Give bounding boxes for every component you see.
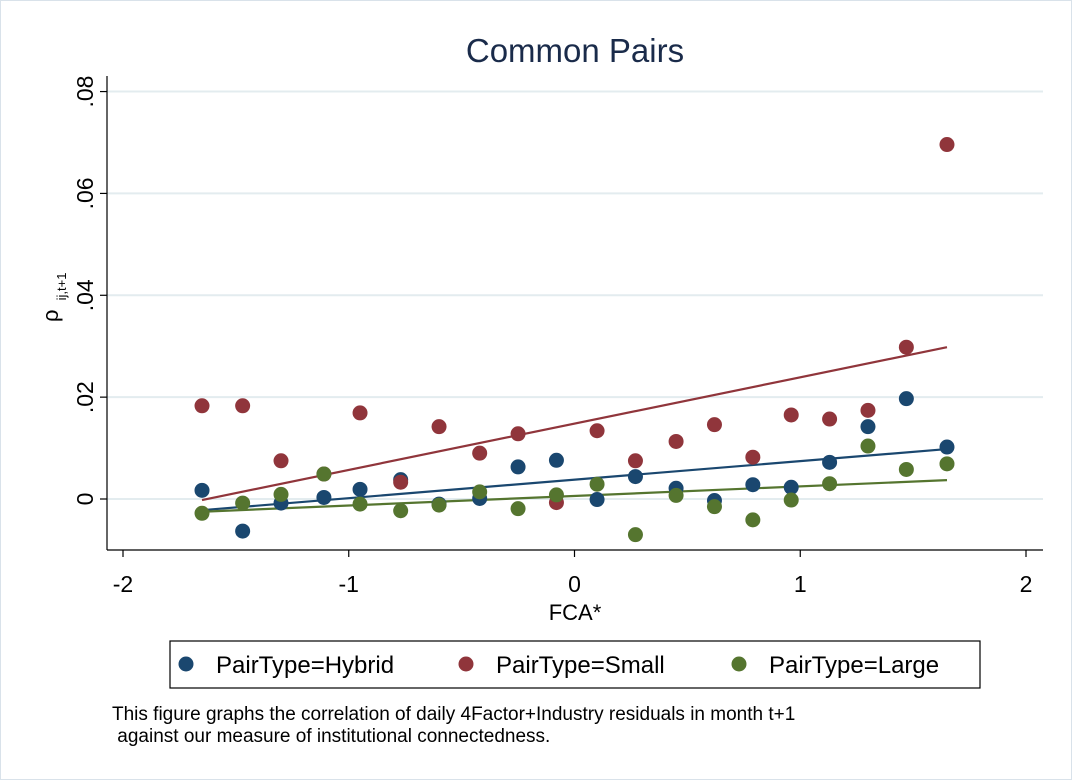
legend-label: PairType=Large xyxy=(769,652,939,679)
data-points xyxy=(194,137,955,543)
data-point xyxy=(860,402,876,418)
data-point xyxy=(352,496,368,512)
data-point xyxy=(548,452,564,468)
data-point xyxy=(898,339,914,355)
data-point xyxy=(668,433,684,449)
y-axis-label: ρ ij,t+1 xyxy=(38,273,69,322)
data-point xyxy=(393,503,409,519)
data-point xyxy=(273,453,289,469)
legend-label: PairType=Hybrid xyxy=(216,652,394,679)
data-point xyxy=(745,449,761,465)
data-point xyxy=(352,405,368,421)
data-point xyxy=(822,476,838,492)
data-point xyxy=(431,497,447,513)
legend-label: PairType=Small xyxy=(496,652,665,679)
legend-marker xyxy=(731,656,747,672)
data-point xyxy=(510,426,526,442)
x-tick-label: -1 xyxy=(339,571,359,597)
data-point xyxy=(472,445,488,461)
legend: PairType=Hybrid PairType=Small PairType=La… xyxy=(169,640,981,689)
data-point xyxy=(627,527,643,543)
data-point xyxy=(745,477,761,493)
data-point xyxy=(783,479,799,495)
y-tick-label: 0 xyxy=(72,493,98,506)
data-point xyxy=(510,459,526,475)
data-point xyxy=(783,407,799,423)
y-tick-label: .06 xyxy=(72,177,98,209)
y-axis-label-main: ρ xyxy=(38,309,63,322)
data-point xyxy=(589,492,605,508)
data-point xyxy=(431,419,447,435)
x-axis-label: FCA* xyxy=(549,600,602,625)
svg-text:ρ ij,t+1: ρ ij,t+1 xyxy=(38,273,69,322)
y-ticks: 0 .02 .04 .06 .08 xyxy=(72,76,107,506)
y-tick-label: .02 xyxy=(72,381,98,413)
data-point xyxy=(898,461,914,477)
data-point xyxy=(939,439,955,455)
data-point xyxy=(589,476,605,492)
data-point xyxy=(860,438,876,454)
chart-title: Common Pairs xyxy=(466,32,684,69)
data-point xyxy=(235,398,251,414)
data-point xyxy=(860,419,876,435)
data-point xyxy=(472,484,488,500)
y-tick-label: .04 xyxy=(72,279,98,311)
data-point xyxy=(822,454,838,470)
data-point xyxy=(589,423,605,439)
data-point xyxy=(627,469,643,485)
data-point xyxy=(194,398,210,414)
data-point xyxy=(352,481,368,497)
data-point xyxy=(194,482,210,498)
data-point xyxy=(898,391,914,407)
y-tick-label: .08 xyxy=(72,76,98,108)
figure-note: This figure graphs the correlation of da… xyxy=(112,704,795,748)
data-point xyxy=(316,489,332,505)
note-line-1: This figure graphs the correlation of da… xyxy=(112,704,796,725)
x-ticks: -2 -1 0 1 2 xyxy=(113,550,1033,597)
x-tick-label: -2 xyxy=(113,571,133,597)
x-tick-label: 0 xyxy=(568,571,581,597)
legend-box xyxy=(169,640,981,689)
gridlines xyxy=(107,90,1043,500)
data-point xyxy=(668,487,684,503)
data-point xyxy=(194,505,210,521)
x-tick-label: 2 xyxy=(1020,571,1033,597)
data-point xyxy=(273,486,289,502)
data-point xyxy=(745,512,761,528)
data-point xyxy=(510,501,526,517)
data-point xyxy=(939,137,955,153)
note-line-2: against our measure of institutional con… xyxy=(112,726,551,747)
legend-marker xyxy=(458,656,474,672)
data-point xyxy=(235,523,251,539)
data-point xyxy=(939,456,955,472)
x-tick-label: 1 xyxy=(794,571,807,597)
data-point xyxy=(706,417,722,433)
data-point xyxy=(783,492,799,508)
data-point xyxy=(316,466,332,482)
data-point xyxy=(822,411,838,427)
data-point xyxy=(548,487,564,503)
data-point xyxy=(706,499,722,515)
data-point xyxy=(393,474,409,490)
data-point xyxy=(627,453,643,469)
legend-marker xyxy=(178,656,194,672)
y-axis-label-sub: ij,t+1 xyxy=(54,273,69,301)
data-point xyxy=(235,495,251,511)
